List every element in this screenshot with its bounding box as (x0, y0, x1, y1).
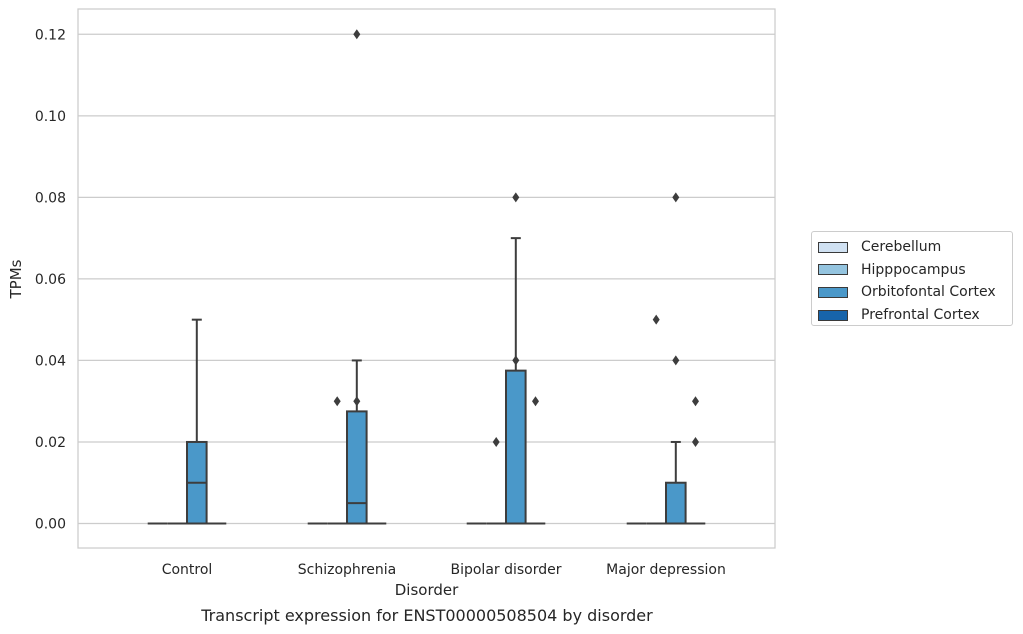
y-tick-label: 0.10 (35, 109, 66, 125)
x-axis-label: Disorder (395, 581, 459, 599)
y-axis-label: TPMs (7, 259, 25, 299)
outlier-point (492, 436, 500, 447)
box-group (505, 192, 527, 525)
legend-label: Prefrontal Cortex (861, 307, 980, 324)
outlier-point (353, 29, 361, 40)
legend-swatch-cerebellum (818, 241, 848, 253)
legend-item: Cerebellum (818, 236, 1012, 259)
legend-item: Prefrontal Cortex (818, 304, 1012, 327)
box (505, 369, 527, 525)
legend-swatch-hippocampus (818, 264, 848, 276)
outlier-point (532, 396, 539, 407)
outlier-point (353, 396, 361, 407)
y-tick-label: 0.08 (35, 190, 66, 206)
box-group (186, 318, 208, 525)
outlier-point (672, 355, 680, 366)
box-group (346, 29, 368, 525)
figure-caption: Transcript expression for ENST0000050850… (201, 606, 653, 625)
x-tick-label: Bipolar disorder (450, 562, 561, 578)
plot-area-frame (77, 8, 776, 549)
box (346, 410, 368, 525)
legend-item: Hipppocampus (818, 259, 1012, 282)
legend-swatch-prefrontal (818, 309, 848, 321)
outlier-point (692, 436, 699, 447)
legend-label: Orbitofontal Cortex (861, 284, 996, 301)
outlier-point (672, 192, 680, 203)
y-tick-label: 0.06 (35, 272, 66, 288)
y-tick-label: 0.04 (35, 353, 66, 369)
box-group (646, 314, 666, 525)
outlier-point (333, 396, 341, 407)
box-group (525, 396, 546, 525)
box-group (665, 192, 687, 525)
x-tick-label: Schizophrenia (298, 562, 396, 578)
y-tick-label: 0.00 (35, 517, 66, 533)
outlier-point (512, 192, 520, 203)
outlier-point (512, 355, 520, 366)
x-tick-labels: Control Schizophrenia Bipolar disorder Majo… (162, 562, 726, 578)
legend-item: Orbitofontal Cortex (818, 281, 1012, 304)
box-group (486, 436, 506, 525)
box (665, 481, 687, 525)
box-group (685, 396, 706, 525)
legend: Cerebellum Hipppocampus Orbitofontal Cor… (811, 231, 1013, 326)
x-tick-label: Major depression (606, 562, 726, 578)
boxes (147, 29, 706, 525)
x-tick-label: Control (162, 562, 213, 578)
legend-label: Hipppocampus (861, 261, 966, 278)
outlier-point (692, 396, 699, 407)
legend-swatch-orbitofrontal (818, 286, 848, 298)
outlier-point (652, 314, 660, 325)
gridlines (78, 33, 775, 525)
y-tick-label: 0.12 (35, 27, 66, 43)
legend-label: Cerebellum (861, 239, 942, 256)
y-tick-labels: 0.00 0.02 0.04 0.06 0.08 0.10 0.12 (35, 27, 66, 532)
box-group (327, 396, 347, 525)
y-tick-label: 0.02 (35, 435, 66, 451)
